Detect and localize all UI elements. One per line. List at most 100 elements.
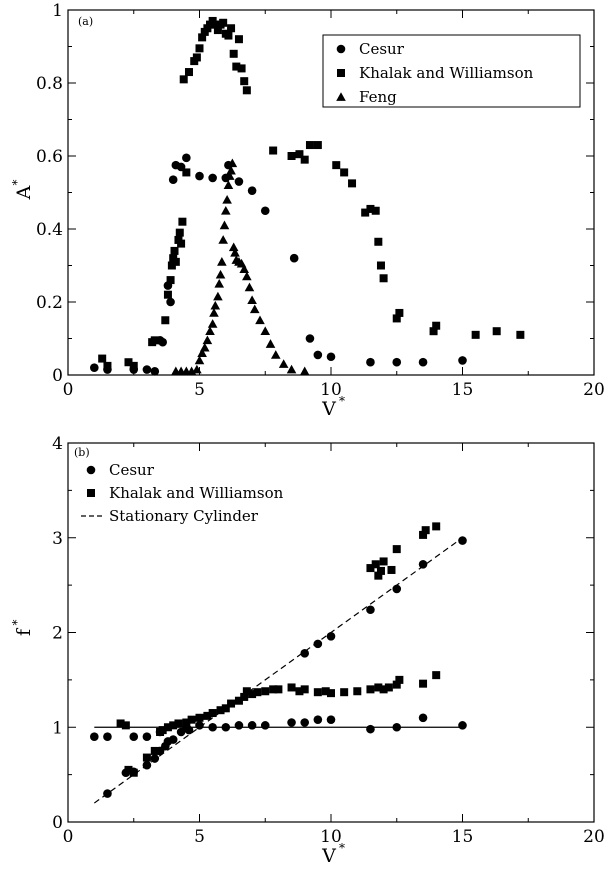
legend: Cesur Khalak and Williamson Stationary Cyl…	[81, 461, 284, 525]
circle-point	[208, 173, 217, 183]
circle-point	[313, 350, 323, 360]
square-point	[332, 161, 341, 170]
circle-point	[142, 732, 152, 742]
circle-point	[182, 153, 191, 163]
square-point	[371, 560, 380, 569]
square-point	[182, 718, 191, 727]
square-point	[124, 765, 133, 774]
x-tick-label: 15	[452, 380, 474, 400]
square-point	[327, 689, 335, 698]
square-point	[98, 354, 107, 363]
square-point	[300, 155, 309, 164]
legend-label: Cesur	[359, 40, 405, 58]
square-point	[516, 330, 525, 339]
circle-point	[90, 732, 99, 742]
legend-swatch-circle	[336, 44, 346, 54]
circle-point	[287, 718, 296, 727]
y-tick-label: 2	[52, 624, 63, 644]
y-tick-label: 1	[52, 718, 63, 738]
square-point	[192, 53, 201, 62]
y-tick-label: 4	[52, 434, 63, 454]
square-point	[432, 522, 441, 531]
triangle-point	[222, 195, 232, 204]
square-point	[224, 31, 233, 40]
triangle-point	[226, 165, 236, 175]
triangle-point	[278, 359, 289, 368]
square-point	[366, 564, 375, 573]
circle-point	[90, 363, 99, 373]
square-point	[195, 44, 204, 53]
square-point	[170, 246, 179, 255]
circle-point	[418, 713, 428, 723]
circle-point	[326, 352, 336, 362]
triangle-point	[249, 304, 260, 314]
square-point	[203, 711, 212, 720]
square-point	[150, 336, 159, 345]
square-point	[171, 257, 180, 266]
triangle-point	[244, 282, 255, 292]
triangle-point	[207, 319, 218, 328]
triangle-point	[270, 350, 281, 359]
triangle-point	[224, 171, 235, 180]
x-axis-label-superscript: *	[339, 841, 345, 855]
square-point	[248, 690, 257, 699]
square-point	[374, 237, 383, 246]
circle-point	[458, 721, 467, 730]
square-point	[227, 699, 236, 708]
y-tick-label: 0	[52, 813, 63, 833]
square-point	[169, 721, 178, 730]
square-point	[321, 687, 330, 696]
circle-point	[168, 175, 178, 185]
y-axis-label: A	[13, 185, 35, 200]
triangle-point	[192, 364, 202, 374]
square-point	[213, 26, 222, 35]
circle-point	[221, 722, 231, 732]
triangle-point	[215, 269, 226, 279]
square-point	[340, 688, 349, 697]
square-point	[395, 308, 404, 317]
circle-point	[289, 253, 299, 263]
circle-point	[208, 722, 217, 732]
square-point	[274, 685, 283, 694]
series-cesur	[90, 153, 467, 376]
square-point	[182, 168, 191, 177]
square-point	[432, 671, 441, 680]
triangle-point	[230, 247, 240, 257]
circle-point	[166, 297, 175, 307]
square-point	[195, 713, 204, 722]
triangle-point	[213, 291, 223, 301]
square-point	[376, 261, 385, 270]
square-point	[392, 545, 401, 554]
square-point	[184, 68, 193, 77]
circle-point	[366, 724, 375, 734]
square-point	[198, 33, 207, 42]
legend-label: Stationary Cylinder	[109, 507, 259, 525]
triangle-point	[286, 364, 297, 374]
y-tick-label: 0.2	[36, 293, 63, 313]
square-point	[392, 314, 401, 323]
x-axis-label-superscript: *	[339, 394, 345, 408]
circle-point	[260, 206, 270, 216]
square-point	[208, 709, 217, 718]
square-point	[379, 685, 388, 694]
circle-point	[234, 721, 244, 730]
square-point	[129, 768, 138, 777]
circle-point	[129, 732, 139, 742]
square-point	[287, 152, 296, 160]
triangle-point	[199, 342, 210, 352]
circle-point	[392, 722, 402, 732]
square-point	[187, 715, 196, 724]
legend-label: Cesur	[109, 461, 155, 479]
series-feng	[171, 158, 310, 376]
legend-label: Khalak and Williamson	[359, 64, 534, 82]
y-axis-label-superscript: *	[10, 180, 24, 186]
y-axis-label-superscript: *	[10, 620, 24, 626]
square-point	[429, 327, 438, 336]
circle-point	[103, 789, 112, 798]
triangle-point	[219, 220, 230, 230]
square-point	[179, 75, 188, 84]
circle-point	[418, 357, 428, 367]
square-point	[432, 321, 441, 330]
triangle-point	[202, 335, 213, 345]
y-tick-label: 0	[52, 366, 63, 386]
